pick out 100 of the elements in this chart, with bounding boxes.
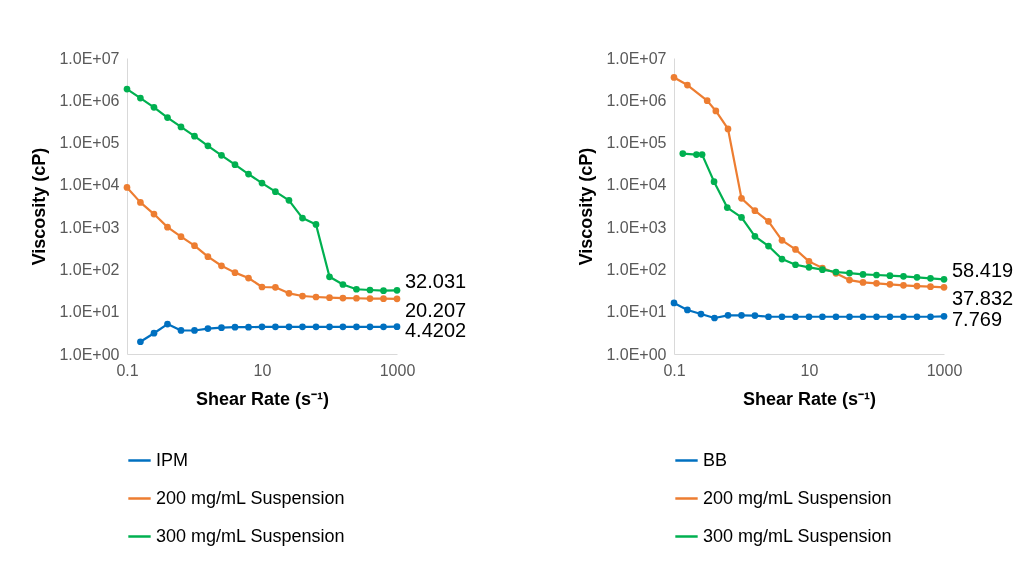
point: [353, 294, 360, 302]
y-tick-label: 1.0E+02: [59, 260, 120, 278]
point: [913, 313, 921, 321]
point: [778, 255, 786, 263]
point: [339, 281, 347, 288]
point: [900, 273, 907, 280]
point: [751, 233, 759, 240]
point: [859, 313, 867, 321]
point: [927, 313, 934, 321]
point: [326, 273, 333, 281]
data-label: 4.4202: [405, 318, 467, 341]
y-tick-label: 1.0E+00: [59, 345, 120, 363]
y-tick-label: 1.0E+01: [606, 303, 667, 321]
point: [913, 282, 921, 290]
legend-label: BB: [703, 449, 728, 470]
x-tick-label: 1000: [379, 361, 416, 379]
point: [204, 142, 212, 150]
point: [792, 313, 799, 321]
point: [846, 276, 853, 284]
point: [886, 272, 894, 280]
point: [353, 323, 360, 331]
data-label: 58.419: [952, 259, 1014, 282]
point: [312, 323, 320, 331]
legend-label: 200 mg/mL Suspension: [156, 487, 345, 508]
point: [886, 280, 894, 288]
point: [272, 188, 279, 196]
point: [123, 85, 131, 93]
point: [191, 242, 198, 250]
y-tick-label: 1.0E+02: [606, 260, 667, 278]
point: [164, 320, 171, 328]
point: [272, 323, 279, 331]
point: [353, 285, 360, 293]
point: [724, 125, 732, 133]
y-tick-label: 1.0E+00: [606, 345, 667, 363]
data-label: 7.769: [952, 308, 1003, 331]
point: [751, 207, 759, 215]
point: [711, 314, 718, 322]
y-axis-title: Viscosity (cP): [29, 147, 50, 266]
point: [723, 204, 731, 211]
point: [738, 214, 745, 221]
y-tick-label: 1.0E+04: [606, 176, 667, 194]
point: [927, 283, 934, 291]
point: [285, 323, 293, 331]
point: [231, 323, 239, 331]
point: [684, 306, 691, 314]
point: [258, 323, 266, 331]
y-tick-label: 1.0E+05: [606, 134, 667, 152]
point: [886, 313, 894, 321]
x-tick-label: 0.1: [663, 361, 686, 379]
point: [150, 329, 158, 337]
point: [846, 313, 853, 321]
x-axis-title: Shear Rate (s⁻¹): [742, 388, 877, 409]
point: [218, 324, 225, 331]
point: [339, 323, 347, 331]
point: [940, 313, 948, 320]
point: [380, 287, 387, 295]
point: [859, 279, 867, 286]
x-axis-title: Shear Rate (s⁻¹): [195, 388, 330, 409]
y-tick-label: 1.0E+01: [59, 303, 120, 321]
point: [670, 74, 678, 81]
point: [137, 338, 144, 346]
point: [299, 292, 306, 300]
x-tick-label: 1000: [926, 361, 963, 379]
point: [312, 293, 320, 301]
point: [684, 81, 691, 89]
point: [765, 242, 772, 250]
point: [339, 294, 347, 302]
y-tick-label: 1.0E+03: [59, 218, 120, 236]
point: [150, 104, 158, 111]
y-tick-label: 1.0E+07: [606, 49, 667, 67]
data-label: 37.832: [952, 287, 1014, 310]
point: [927, 275, 934, 282]
point: [366, 295, 374, 302]
point: [258, 283, 266, 291]
point: [245, 170, 252, 178]
point: [299, 214, 306, 222]
point: [751, 312, 759, 319]
x-tick-label: 0.1: [116, 361, 139, 379]
y-tick-label: 1.0E+03: [606, 218, 667, 236]
point: [805, 264, 813, 271]
point: [805, 313, 813, 321]
point: [218, 262, 225, 270]
point: [940, 275, 948, 283]
point: [150, 210, 158, 218]
point: [299, 323, 306, 331]
point: [380, 323, 387, 331]
y-tick-label: 1.0E+05: [59, 134, 120, 152]
point: [393, 286, 401, 294]
point: [326, 294, 333, 301]
point: [393, 323, 401, 331]
point: [698, 151, 706, 158]
y-tick-label: 1.0E+06: [59, 91, 120, 109]
point: [940, 283, 948, 291]
legend-label: 200 mg/mL Suspension: [703, 487, 892, 508]
point: [873, 271, 880, 279]
point: [272, 284, 279, 291]
point: [137, 94, 144, 102]
legend-label: 300 mg/mL Suspension: [703, 525, 892, 546]
point: [765, 313, 772, 321]
point: [873, 280, 880, 287]
